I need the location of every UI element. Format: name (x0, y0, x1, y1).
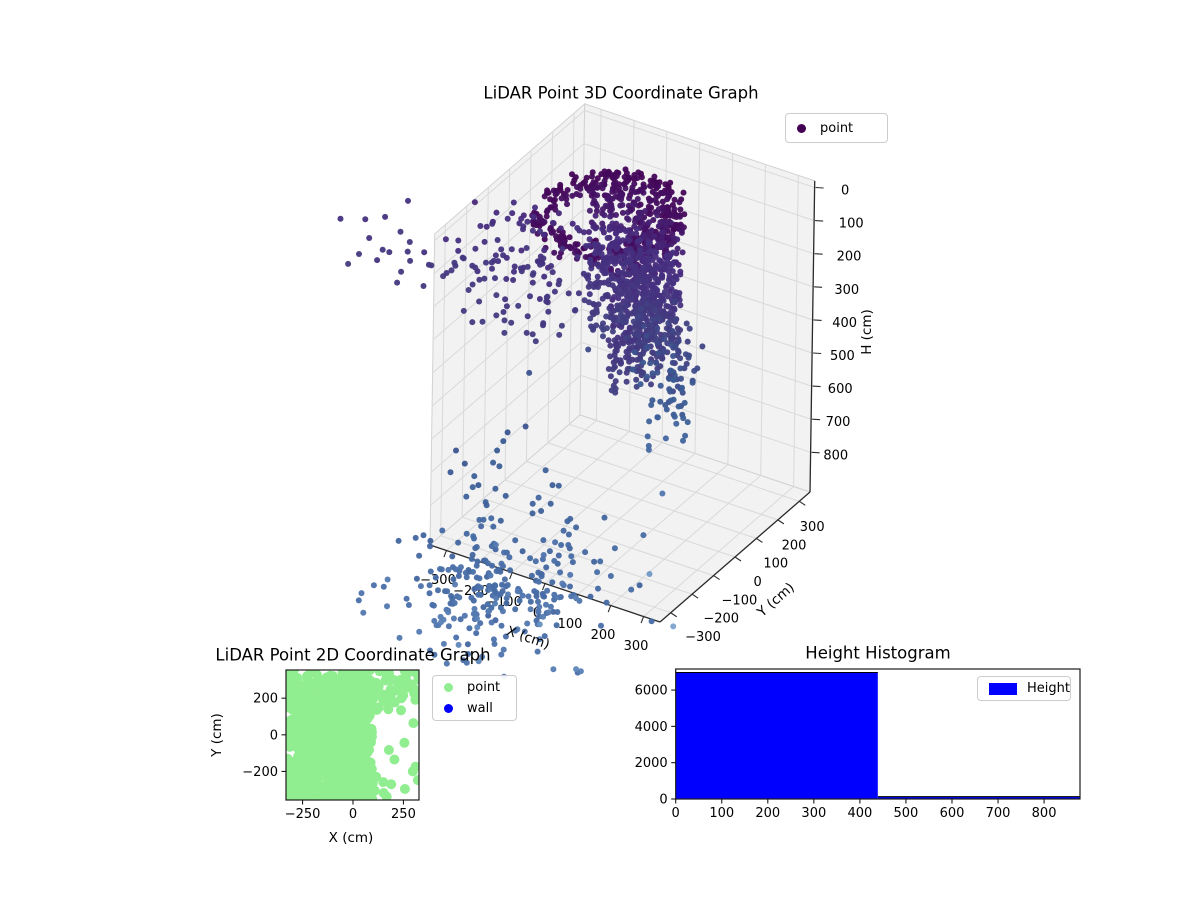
histogram-bars (675, 671, 1080, 799)
3d-legend-label: point (820, 120, 854, 136)
2d-y-tick-label: 200 (253, 692, 278, 707)
wall-marker-icon (444, 704, 453, 713)
histogram-title: Height Histogram (805, 643, 951, 663)
2d-tick-labels: −250 0 250 −200 0 200 (242, 692, 416, 822)
3d-plot-title: LiDAR Point 3D Coordinate Graph (483, 83, 759, 103)
3d-legend: point (785, 113, 888, 143)
2d-y-tick-label: 0 (270, 728, 278, 743)
histogram-x-tick-label: 300 (801, 806, 826, 821)
3d-plot: −300−200−1000100200300−300−200−100010020… (337, 102, 864, 680)
3d-h-axis-label: H (cm) (859, 309, 875, 355)
3d-h-tick-label: 200 (837, 250, 862, 265)
2d-x-tick-label: 0 (349, 807, 357, 822)
histogram-x-tick-label: 500 (894, 806, 919, 821)
histogram-x-tick-label: 400 (847, 806, 872, 821)
3d-h-tick-label: 600 (828, 382, 853, 397)
point-marker-icon (444, 683, 453, 692)
3d-legend-entry-point: point (786, 118, 887, 139)
3d-y-tick-label: 0 (753, 575, 761, 590)
2d-x-tick-label: −250 (285, 807, 321, 822)
3d-x-tick-label: 200 (591, 628, 616, 643)
height-histogram-plot: 0 100 200 300 400 500 600 700 800 0 2000 4000 6000 (635, 668, 1081, 821)
histogram-x-tick-label: 200 (755, 806, 780, 821)
histogram-bar (675, 672, 878, 799)
3d-h-tick-label: 100 (839, 217, 864, 232)
histogram-y-tick-label: 0 (659, 793, 667, 808)
histogram-legend: Height (977, 676, 1071, 701)
2d-x-tick-label: 250 (391, 807, 416, 822)
2d-legend: point wall (432, 675, 517, 721)
histogram-bar (877, 796, 1080, 799)
3d-x-tick-label: 100 (558, 617, 583, 632)
2d-plot: −250 0 250 −200 0 200 (242, 669, 420, 822)
3d-y-tick-label: −300 (685, 630, 721, 645)
2d-x-axis-label: X (cm) (328, 830, 374, 846)
histogram-y-tick-label: 6000 (635, 684, 668, 699)
point-marker-icon (797, 123, 806, 133)
histogram-x-tick-label: 800 (1032, 806, 1057, 821)
2d-legend-label-wall: wall (467, 701, 493, 716)
histogram-legend-entry: Height (978, 678, 1070, 699)
2d-point-cloud (286, 670, 419, 800)
3d-x-tick-label: −300 (420, 573, 456, 588)
histogram-y-tick-label: 2000 (635, 756, 668, 771)
3d-y-tick-label: 200 (782, 538, 807, 553)
3d-y-tick-label: −100 (722, 593, 758, 608)
3d-h-tick-label: 800 (823, 448, 848, 463)
2d-legend-entry-point: point (433, 677, 516, 698)
histogram-x-tick-label: 100 (709, 806, 734, 821)
histogram-y-tick-label: 4000 (635, 720, 668, 735)
histogram-x-tick-label: 600 (940, 806, 965, 821)
histogram-x-tick-label: 700 (986, 806, 1011, 821)
3d-y-tick-label: −200 (703, 612, 739, 627)
3d-h-tick-label: 400 (832, 316, 857, 331)
2d-legend-label-point: point (467, 680, 501, 695)
histogram-ticks (671, 689, 1045, 804)
2d-plot-title: LiDAR Point 2D Coordinate Graph (215, 645, 491, 665)
height-swatch-icon (989, 682, 1017, 695)
3d-h-tick-label: 300 (834, 283, 859, 298)
3d-x-tick-label: 300 (624, 639, 649, 654)
histogram-x-tick-label: 0 (672, 806, 680, 821)
2d-y-tick-label: −200 (242, 765, 278, 780)
3d-h-tick-label: 0 (841, 184, 849, 199)
3d-point-cloud (337, 166, 706, 680)
2d-y-axis-label: Y (cm) (209, 713, 225, 757)
histogram-legend-label: Height (1027, 681, 1070, 696)
2d-ticks (281, 697, 405, 805)
histogram-tick-labels: 0 100 200 300 400 500 600 700 800 0 2000 4000 6000 (635, 684, 1057, 821)
3d-h-tick-label: 700 (826, 415, 851, 430)
histogram-axes-frame (675, 668, 1081, 800)
3d-h-tick-label: 500 (830, 349, 855, 364)
2d-legend-entry-wall: wall (433, 698, 516, 719)
3d-y-tick-label: 300 (800, 520, 825, 535)
3d-y-tick-label: 100 (763, 557, 788, 572)
